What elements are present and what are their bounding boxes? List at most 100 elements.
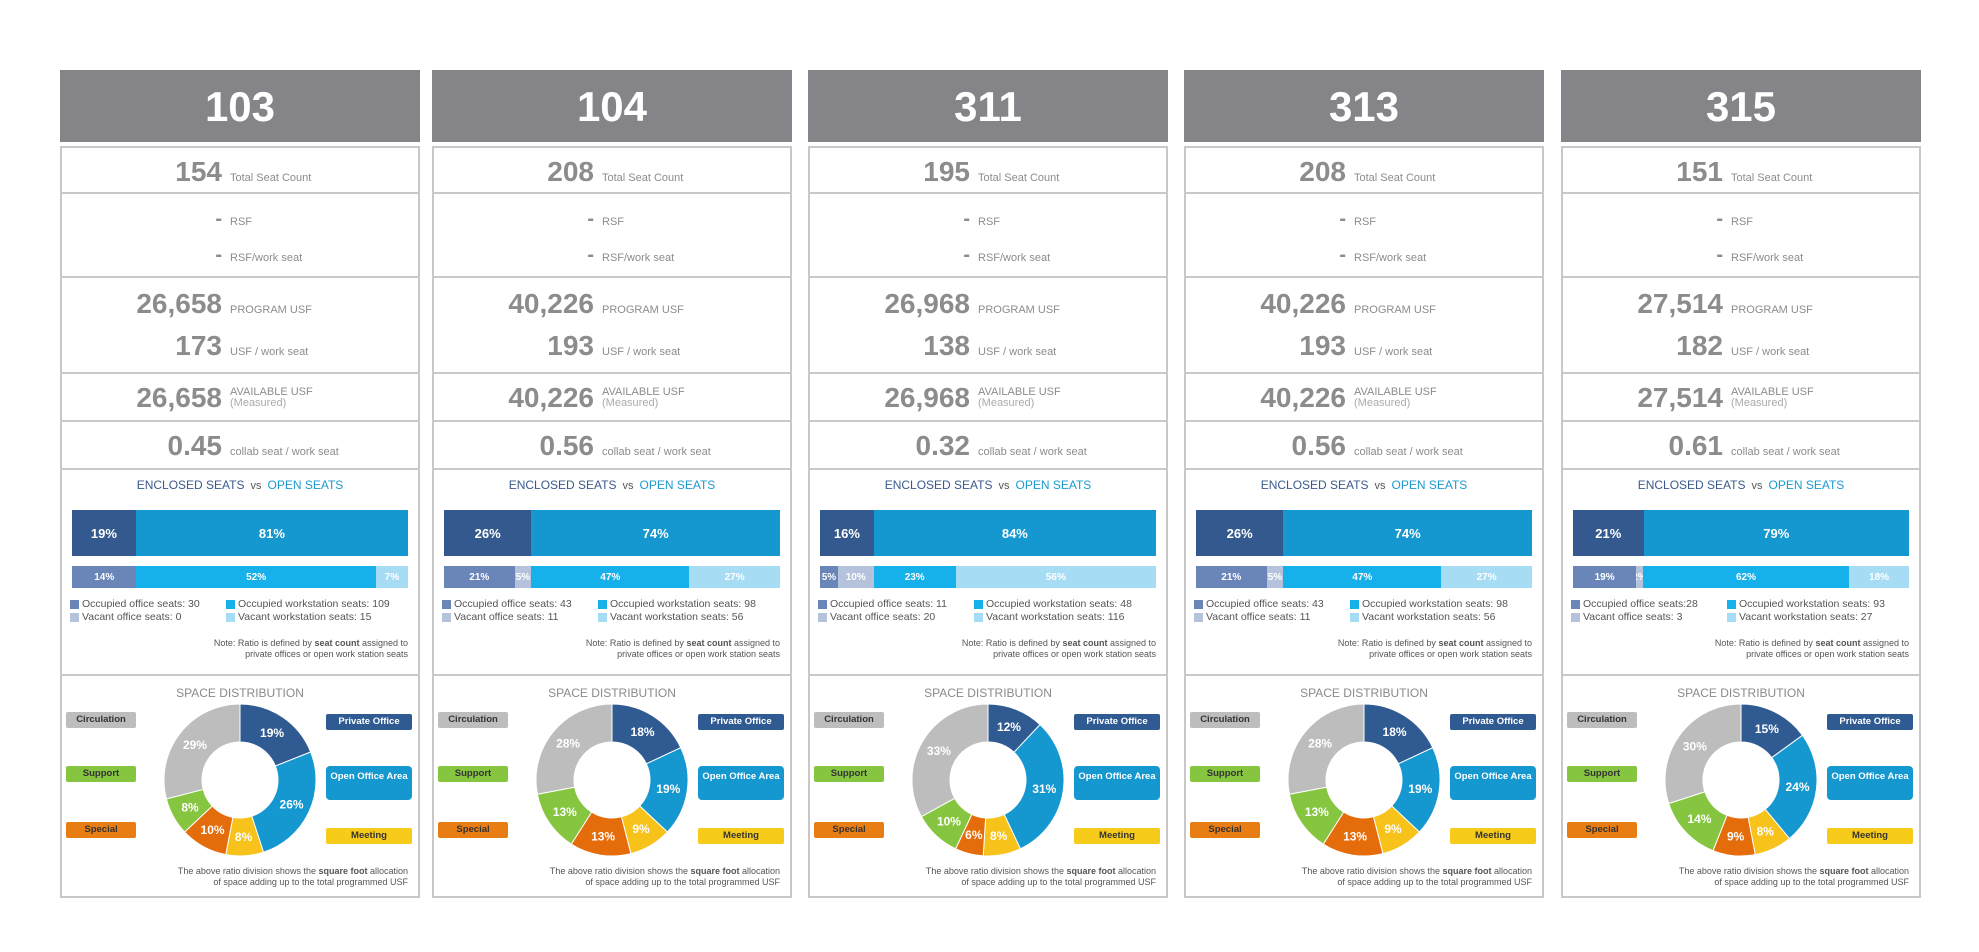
enclosed-seats-segment: 16% (820, 510, 874, 556)
note-line-1: Note: Ratio is defined by seat count ass… (586, 638, 780, 649)
tag-circulation: Circulation (438, 712, 508, 728)
occupied-office-segment: 5% (820, 566, 838, 588)
collab-section: 0.56 collab seat / work seat (432, 422, 792, 470)
enclosed-open-bar: 21% 79% (1573, 510, 1909, 556)
slice-circulation (163, 703, 241, 800)
rsf-per-seat-label: RSF/work seat (602, 252, 675, 264)
space-distribution-title: SPACE DISTRIBUTION (176, 686, 304, 700)
note-line-1: Note: Ratio is defined by seat count ass… (962, 638, 1156, 649)
rsf-section: - RSF - RSF/work seat (432, 194, 792, 278)
legend-vacant-office-text: Vacant office seats: 3 (1583, 611, 1683, 623)
slice-open-office-label: 19% (656, 782, 680, 796)
legend-vacant-office: Vacant office seats: 11 (1194, 611, 1310, 623)
vs-text: vs (998, 480, 1010, 492)
total-seat-row: 151 Total Seat Count (1563, 156, 1812, 188)
legend-occupied-office-text: Occupied office seats: 30 (82, 598, 200, 610)
tag-meeting: Meeting (1074, 828, 1160, 844)
rsf-row: - RSF (434, 208, 624, 231)
legend-occupied-workstation: Occupied workstation seats: 98 (598, 598, 756, 610)
available-usf-value: 40,226 (508, 382, 594, 413)
collab-row: 0.45 collab seat / work seat (62, 430, 339, 462)
site-column-313: 313 208 Total Seat Count - RSF - RSF/work seat… (1184, 70, 1544, 898)
vs-text: vs (1374, 480, 1386, 492)
note-line-1: Note: Ratio is defined by seat count ass… (1338, 638, 1532, 649)
open-seats-segment: 84% (873, 510, 1156, 556)
legend-occupied-workstation-text: Occupied workstation seats: 98 (610, 598, 756, 610)
rsf-per-seat-value: - (1716, 244, 1723, 266)
collab-section: 0.56 collab seat / work seat (1184, 422, 1544, 470)
enclosed-seats-segment: 21% (1573, 510, 1644, 556)
rsf-per-seat-value: - (215, 244, 222, 266)
program-usf-section: 27,514 PROGRAM USF 182 USF / work seat (1561, 278, 1921, 374)
rsf-section: - RSF - RSF/work seat (1561, 194, 1921, 278)
available-usf-row: 40,226 AVAILABLE USF (Measured) (1186, 382, 1437, 414)
slice-support-label: 8% (181, 800, 199, 814)
tag-support: Support (1190, 766, 1260, 782)
slice-meeting-label: 8% (235, 830, 253, 844)
slice-circulation (1664, 703, 1742, 805)
total-seat-section: 151 Total Seat Count (1561, 146, 1921, 194)
rsf-value: - (215, 208, 222, 230)
sd-note-text-a: The above ratio division shows the (1301, 866, 1443, 876)
legend-vacant-office-text: Vacant office seats: 11 (454, 611, 559, 623)
legend-vacant-workstation: Vacant workstation seats: 15 (226, 611, 371, 623)
site-header: 313 (1184, 70, 1544, 142)
legend-occupied-office-swatch (70, 599, 79, 609)
tag-private-office: Private Office (326, 714, 412, 730)
note-text-a: Note: Ratio is defined by (585, 638, 687, 648)
slice-circulation-label: 30% (1683, 739, 1707, 753)
rsf-per-seat-value: - (587, 244, 594, 266)
rsf-label: RSF (602, 216, 624, 228)
legend-occupied-workstation-swatch (974, 599, 983, 609)
rsf-row: - RSF (1186, 208, 1376, 231)
available-usf-section: 27,514 AVAILABLE USF (Measured) (1561, 374, 1921, 422)
vs-text: vs (250, 480, 262, 492)
enclosed-vs-open-title: ENCLOSED SEATS vs OPEN SEATS (1186, 478, 1542, 492)
occupied-workstation-segment: 47% (1283, 566, 1442, 588)
tag-special: Special (1190, 822, 1260, 838)
tag-special: Special (1567, 822, 1637, 838)
sd-note-text-bold: square foot (318, 866, 368, 876)
available-usf-subtitle: (Measured) (602, 397, 659, 409)
enclosed-seats-segment: 26% (1196, 510, 1284, 556)
usf-per-seat-label: USF / work seat (1731, 346, 1810, 358)
available-usf-label: AVAILABLE USF (Measured) (1731, 387, 1814, 409)
enclosed-vs-open-section: ENCLOSED SEATS vs OPEN SEATS 16% 84% 5% 10% 23%… (808, 470, 1168, 676)
rsf-per-seat-label: RSF/work seat (230, 252, 303, 264)
legend-occupied-workstation-text: Occupied workstation seats: 93 (1739, 598, 1885, 610)
program-usf-row: 27,514 PROGRAM USF (1563, 288, 1813, 320)
rsf-label: RSF (1731, 216, 1753, 228)
available-usf-label: AVAILABLE USF (Measured) (978, 387, 1061, 409)
site-header: 103 (60, 70, 420, 142)
total-seat-count-label: Total Seat Count (978, 172, 1060, 184)
slice-open-office (251, 751, 317, 853)
open-seats-segment: 74% (1283, 510, 1532, 556)
tag-support: Support (1567, 766, 1637, 782)
available-usf-subtitle: (Measured) (1354, 397, 1411, 409)
program-usf-row: 26,658 PROGRAM USF (62, 288, 312, 320)
site-column-103: 103 154 Total Seat Count - RSF - RSF/work seat… (60, 70, 420, 898)
sd-note-line-2: of space adding up to the total programm… (961, 877, 1156, 887)
rsf-row: - RSF (1563, 208, 1753, 231)
tag-private-office: Private Office (1827, 714, 1913, 730)
total-seat-section: 208 Total Seat Count (432, 146, 792, 194)
vs-text: vs (1751, 480, 1763, 492)
rsf-label: RSF (230, 216, 252, 228)
enclosed-vs-open-section: ENCLOSED SEATS vs OPEN SEATS 26% 74% 21% 5% 47%… (432, 470, 792, 676)
legend-vacant-workstation-text: Vacant workstation seats: 27 (1739, 611, 1873, 623)
sd-note-text-a: The above ratio division shows the (549, 866, 691, 876)
legend-occupied-workstation-text: Occupied workstation seats: 109 (238, 598, 390, 610)
sd-note-text-bold: square foot (690, 866, 740, 876)
tag-meeting: Meeting (326, 828, 412, 844)
enclosed-vs-open-section: ENCLOSED SEATS vs OPEN SEATS 21%79% 19%2%62%… (1561, 470, 1921, 676)
slice-meeting-label: 9% (632, 822, 650, 836)
enclosed-vs-open-title: ENCLOSED SEATS vs OPEN SEATS (62, 478, 418, 492)
legend-vacant-office-swatch (1571, 612, 1580, 622)
collab-row: 0.56 collab seat / work seat (1186, 430, 1463, 462)
program-usf-value: 40,226 (508, 288, 594, 319)
slice-special-label: 9% (1727, 830, 1745, 844)
available-usf-label: AVAILABLE USF (Measured) (1354, 387, 1437, 409)
open-seats-segment: 81% (135, 510, 408, 556)
tag-private-office: Private Office (1450, 714, 1536, 730)
